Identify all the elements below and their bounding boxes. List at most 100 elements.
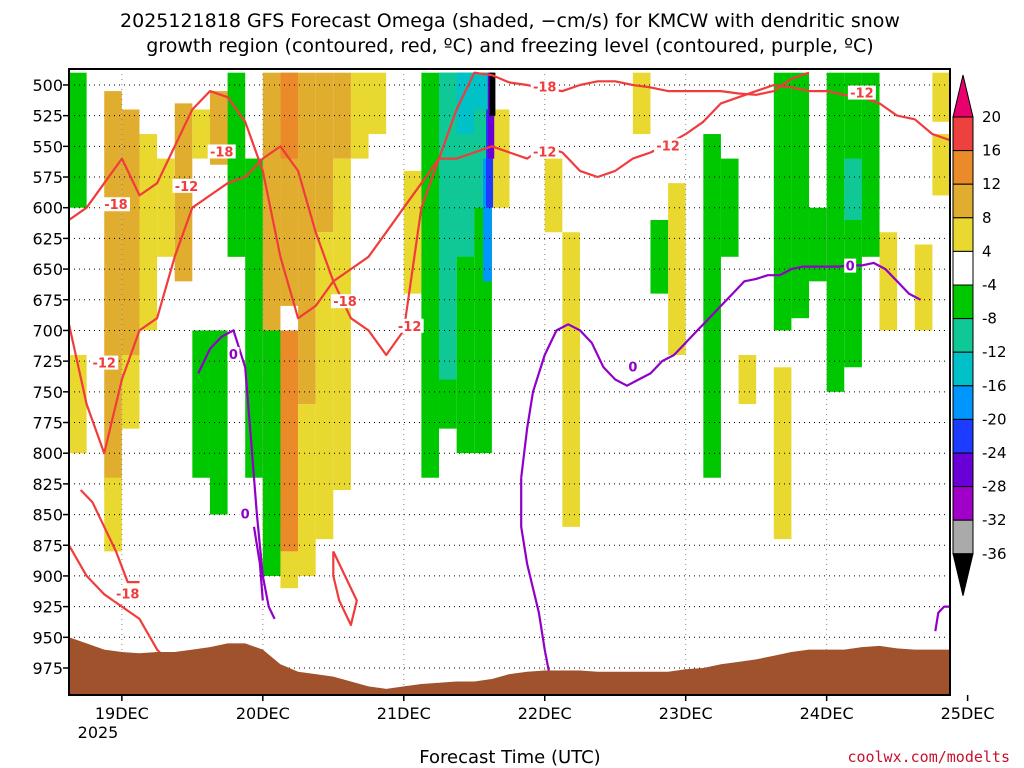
omega-cell xyxy=(632,72,651,135)
contour-label-bg xyxy=(530,79,559,94)
omega-cell xyxy=(192,109,210,159)
x-tick-label: 21DEC xyxy=(377,704,431,723)
contour-label-bg xyxy=(90,355,119,370)
contour-label: -18 xyxy=(333,295,357,310)
contour-label-bg xyxy=(207,144,236,159)
omega-cell xyxy=(738,354,757,405)
y-tick-label: 850 xyxy=(32,506,63,525)
colorbar-segment xyxy=(952,519,974,555)
y-tick-label: 825 xyxy=(32,475,63,494)
colorbar-segment xyxy=(952,217,974,252)
freezing-level-contour xyxy=(252,526,264,601)
omega-cell xyxy=(104,477,122,552)
colorbar-segment xyxy=(952,418,974,454)
contour-label-bg xyxy=(654,138,683,153)
contour-label-bg xyxy=(847,85,876,100)
colorbar-tick-label: 8 xyxy=(982,209,992,227)
omega-cell xyxy=(932,72,950,122)
contour-label-bg xyxy=(113,586,142,601)
y-tick-label: 900 xyxy=(32,567,63,586)
chart-title-line-2: growth region (contoured, red, ºC) and f… xyxy=(146,35,873,57)
colorbar-tick-label: 4 xyxy=(982,242,992,260)
omega-cell xyxy=(703,134,721,478)
chart-title-line-1: 2025121818 GFS Forecast Omega (shaded, −… xyxy=(120,10,900,32)
dendritic-contour xyxy=(69,544,176,669)
contour-label: 0 xyxy=(241,508,250,523)
omega-cell xyxy=(486,109,494,208)
omega-cell xyxy=(157,158,175,257)
colorbar-top-triangle xyxy=(952,74,974,118)
contour-label: -18 xyxy=(210,145,234,160)
y-tick-label: 925 xyxy=(32,598,63,617)
omega-cell xyxy=(333,158,351,491)
colorbar-tick-label: -12 xyxy=(982,343,1007,361)
colorbar-tick-label: 16 xyxy=(982,142,1001,160)
contour-label: -12 xyxy=(92,357,116,372)
omega-cell xyxy=(562,232,580,527)
colorbar-segment xyxy=(952,452,974,488)
colorbar-segment xyxy=(952,486,974,521)
x-tick-label: 25DEC xyxy=(941,704,995,723)
colorbar-segment xyxy=(952,183,974,219)
y-tick-label: 950 xyxy=(32,628,63,647)
freezing-level-contour xyxy=(934,605,950,632)
omega-cell xyxy=(491,109,510,208)
x-tick-label: 19DEC xyxy=(95,704,149,723)
colorbar-tick-label: 12 xyxy=(982,175,1001,193)
colorbar-tick-label: -16 xyxy=(982,377,1007,395)
y-tick-label: 650 xyxy=(32,260,63,279)
colorbar-segment xyxy=(952,250,974,286)
y-tick-label: 725 xyxy=(32,352,63,371)
omega-cell xyxy=(544,158,563,233)
omega-cell xyxy=(861,72,880,257)
y-axis: 500 525 550 575 600 625 650 675 700 725 750 775 800 8… xyxy=(32,76,69,678)
freezing-level-contour xyxy=(520,477,552,681)
omega-cell xyxy=(879,232,898,331)
ground-surface xyxy=(69,637,950,695)
y-tick-label: 750 xyxy=(32,383,63,402)
colorbar-segment xyxy=(952,318,974,353)
colorbar-segment xyxy=(952,284,974,320)
dendritic-contour xyxy=(69,83,950,455)
colorbar-tick-label: -28 xyxy=(982,478,1007,496)
contour-label-bg xyxy=(844,258,857,273)
omega-cell xyxy=(245,158,263,478)
colorbar-segment xyxy=(952,116,974,152)
contour-label-bg xyxy=(172,178,201,193)
y-tick-label: 675 xyxy=(32,291,63,310)
contour-label: -12 xyxy=(656,139,680,154)
colorbar-segment xyxy=(952,351,974,387)
colorbar-bottom-triangle xyxy=(952,553,974,596)
dendritic-contour xyxy=(332,550,358,627)
omega-cell xyxy=(456,72,475,135)
contour-label: 0 xyxy=(229,348,238,363)
omega-cell xyxy=(315,72,334,233)
contour-label-bg xyxy=(530,144,559,159)
omega-cell xyxy=(298,72,316,405)
x-axis-year-label: 2025 xyxy=(78,723,119,742)
omega-cell xyxy=(280,551,299,589)
omega-cell xyxy=(209,330,228,515)
y-tick-label: 550 xyxy=(32,137,63,156)
omega-cell xyxy=(69,354,87,454)
credit-text: coolwx.com/modelts xyxy=(847,748,1010,766)
colorbar-tick-label: 20 xyxy=(982,108,1001,126)
y-tick-label: 775 xyxy=(32,414,63,433)
omega-cell xyxy=(791,72,810,319)
colorbar-tick-label: -8 xyxy=(982,310,997,328)
plot-area: -18 -18 -12 -18 -12 -12 -12 -18 -12 -12 -18 0 0 0 0 xyxy=(68,68,951,696)
y-tick-label: 975 xyxy=(32,659,63,678)
omega-shading xyxy=(69,72,950,589)
omega-cell xyxy=(474,72,492,110)
contour-label-bg xyxy=(101,197,130,212)
y-tick-label: 625 xyxy=(32,229,63,248)
omega-cell xyxy=(121,109,140,355)
plot-frame xyxy=(68,68,951,696)
y-tick-label: 500 xyxy=(32,76,63,95)
omega-cell xyxy=(773,72,792,331)
contour-label: -18 xyxy=(104,198,128,213)
dendritic-contour xyxy=(69,71,810,320)
x-tick-label: 20DEC xyxy=(236,704,290,723)
y-tick-label: 875 xyxy=(32,536,63,555)
